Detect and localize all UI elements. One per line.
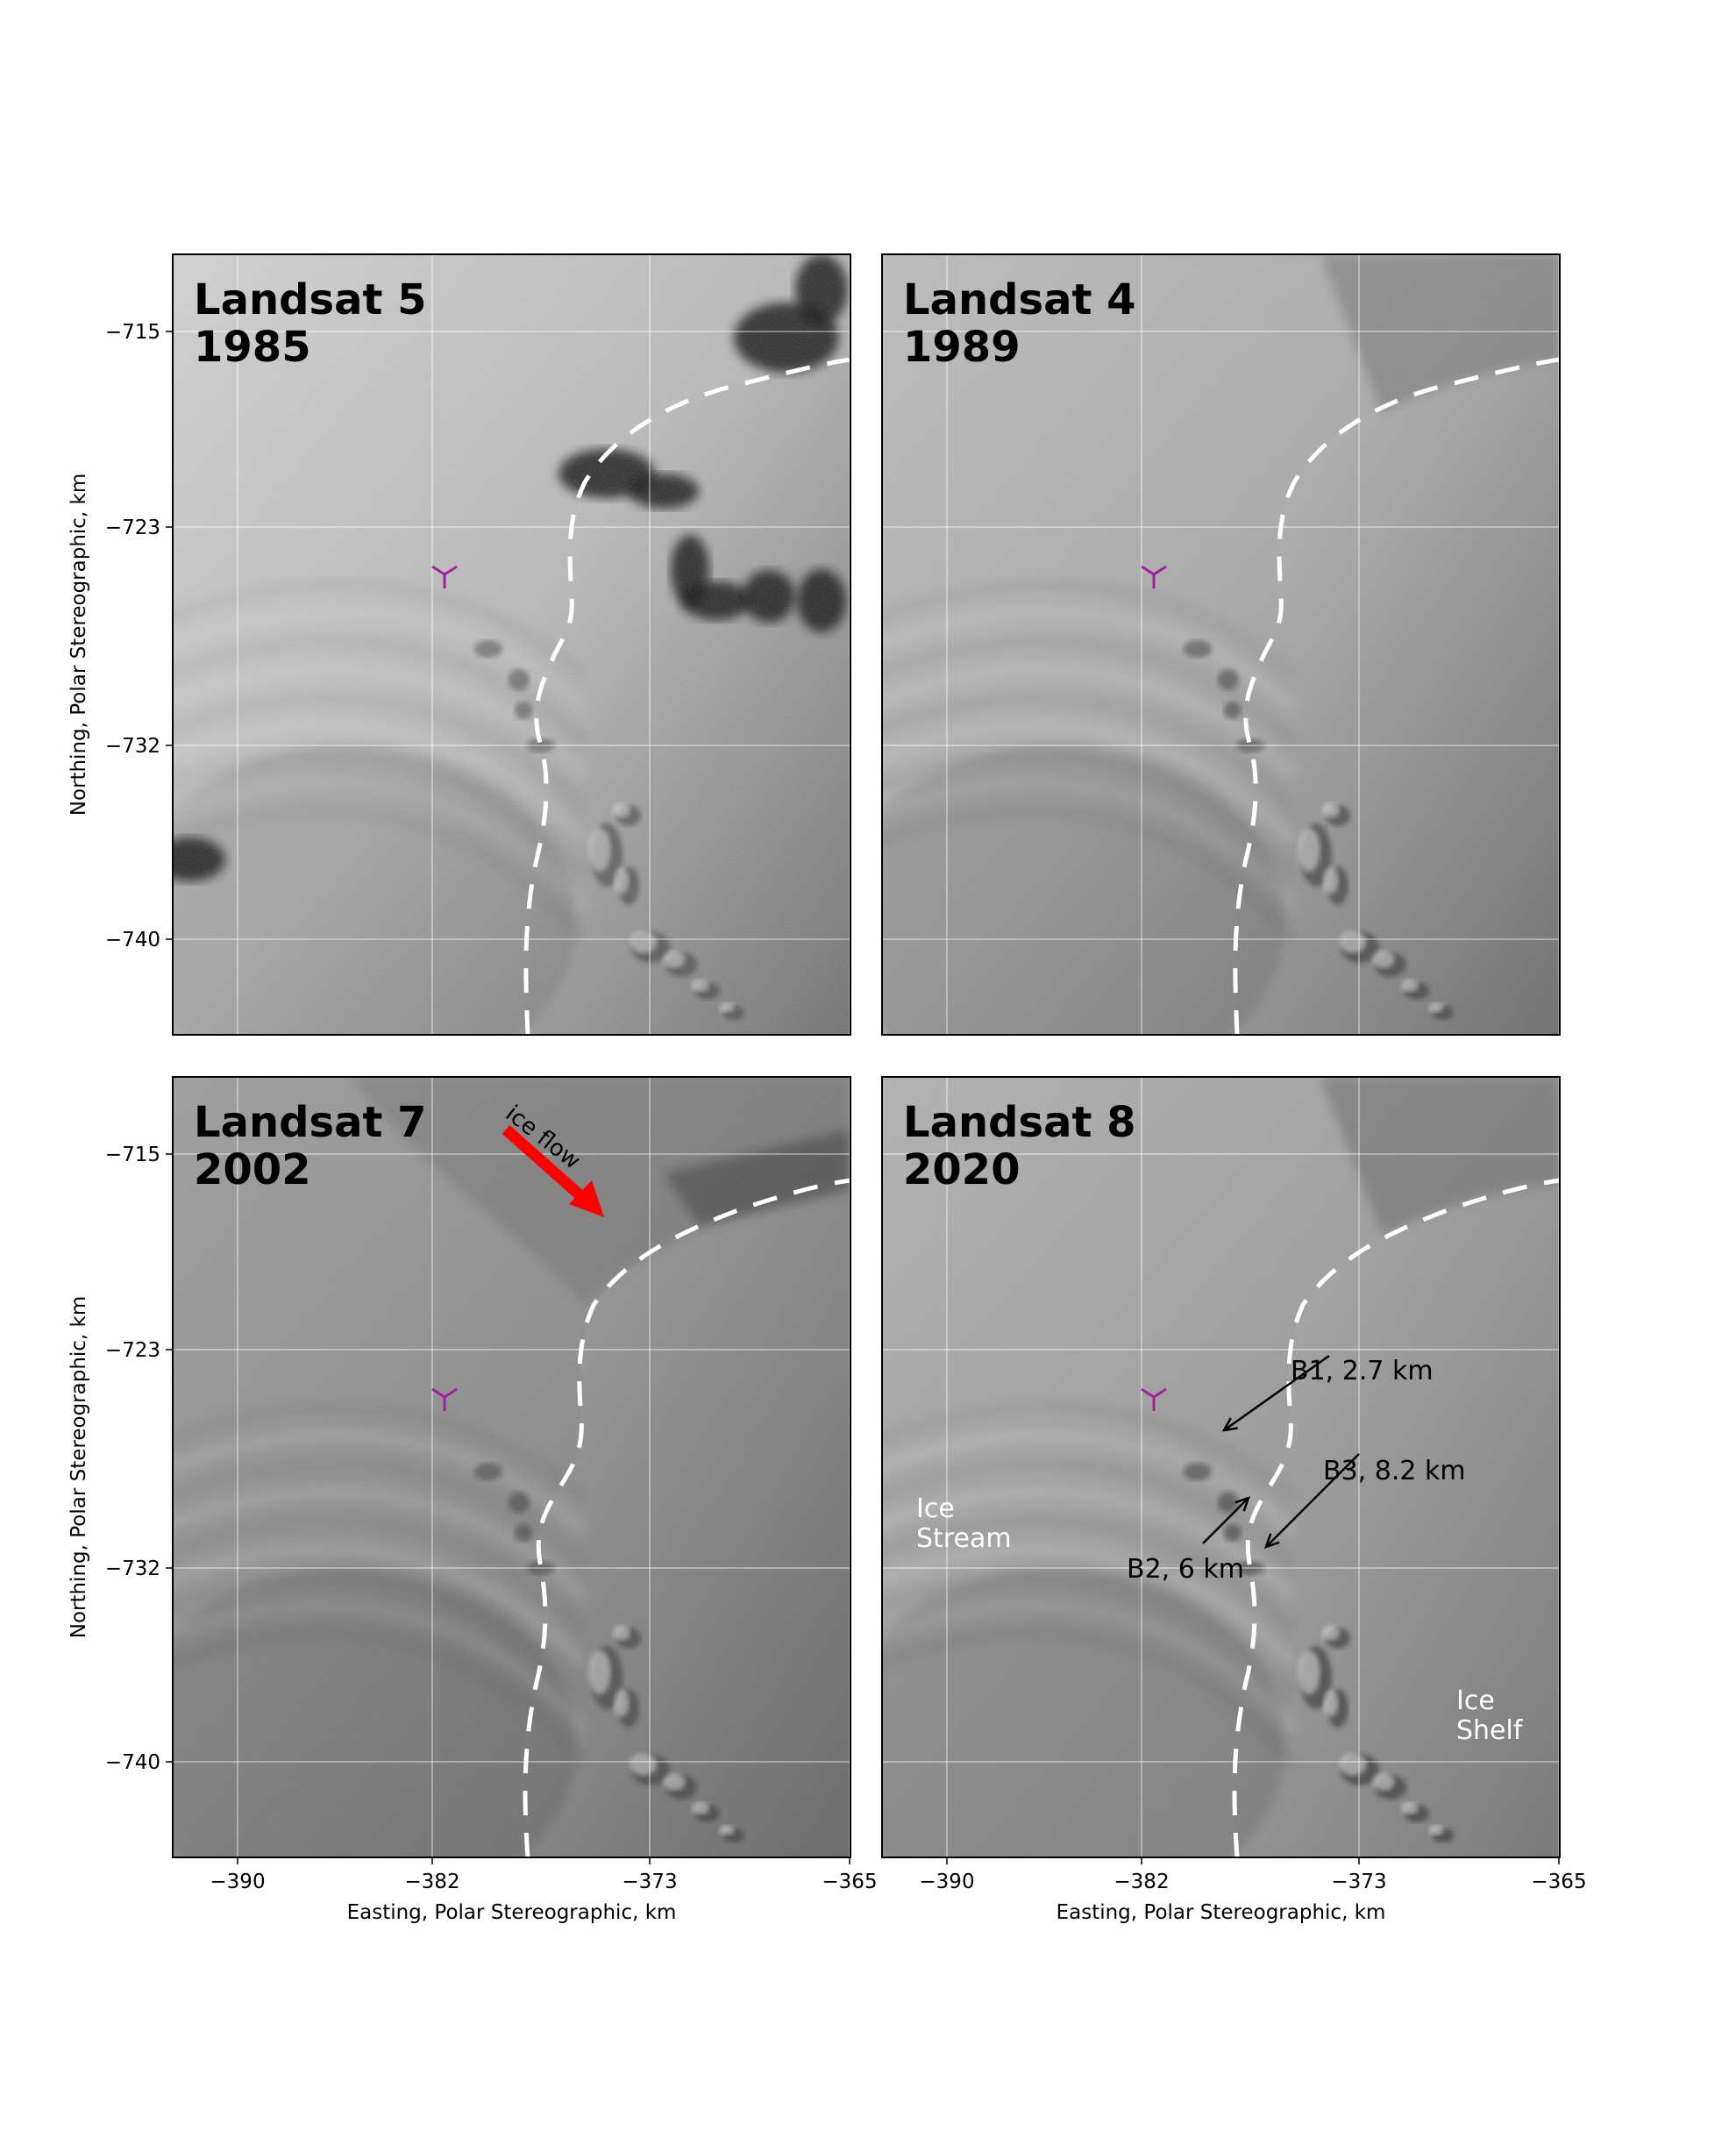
panel-frame [172,253,851,1036]
x-tick-label: −382 [404,1871,459,1893]
tri-down-marker-icon [431,565,458,588]
y-tick-label: −740 [105,929,160,951]
b1-arrow-icon [1223,1354,1330,1432]
y-tick-label: −732 [105,735,160,758]
x-axis-label: Easting, Polar Stereographic, km [347,1901,677,1924]
ice-stream-label: Stream [916,1523,1012,1554]
tri-down-marker-icon [1141,1387,1167,1411]
x-tick-label: −373 [1331,1871,1386,1893]
panel-sensor: Landsat 4 [903,275,1136,324]
satellite-image [173,1077,850,1857]
arrowhead-icon [569,1180,604,1217]
x-tick-label: −365 [822,1871,877,1893]
x-axis-label: Easting, Polar Stereographic, km [1057,1901,1386,1924]
grounding-line [523,1178,850,1857]
tri-down-marker-icon [1141,565,1167,588]
satellite-image [882,254,1560,1035]
y-tick-label: −723 [105,1339,160,1362]
y-tick-label: −715 [105,321,160,344]
y-axis-label: Northing, Polar Stereographic, km [68,474,90,816]
panel-year: 2002 [194,1145,311,1194]
y-tick-label: −740 [105,1751,160,1774]
panel-sensor: Landsat 7 [194,1098,427,1147]
panel-frame [881,253,1561,1036]
x-tick-label: −382 [1113,1871,1169,1893]
satellite-image [173,254,850,1035]
b3-arrow-icon [1265,1453,1360,1548]
ice-stream-label: Ice [916,1493,955,1524]
panel-sensor: Landsat 5 [194,275,427,324]
grounding-line [1233,357,1560,1035]
panel-sensor: Landsat 8 [903,1098,1136,1147]
panel-year: 2020 [903,1145,1021,1194]
y-axis-label: Northing, Polar Stereographic, km [68,1296,90,1639]
y-tick-label: −732 [105,1557,160,1580]
x-tick-label: −365 [1531,1871,1586,1893]
x-tick-label: −390 [919,1871,974,1893]
b2-arrow-icon [1202,1497,1249,1544]
ice-shelf-label: Ice [1456,1686,1495,1716]
y-tick-label: −715 [105,1144,160,1166]
arrow-icon [502,1125,587,1202]
x-tick-label: −390 [210,1871,265,1893]
b3-label: B3, 8.2 km [1323,1456,1466,1486]
panel-frame [172,1076,851,1858]
x-tick-label: −373 [622,1871,677,1893]
panel-frame [881,1076,1561,1858]
grounding-line [1232,1178,1560,1857]
panel-year: 1989 [903,323,1021,372]
y-tick-label: −723 [105,517,160,539]
tri-down-marker-icon [431,1387,458,1411]
b2-label: B2, 6 km [1127,1554,1244,1585]
b1-label: B1, 2.7 km [1291,1356,1434,1386]
satellite-image [882,1077,1560,1857]
grounding-line [523,357,850,1035]
panel-year: 1985 [194,323,311,372]
ice-shelf-label: Shelf [1456,1715,1524,1746]
